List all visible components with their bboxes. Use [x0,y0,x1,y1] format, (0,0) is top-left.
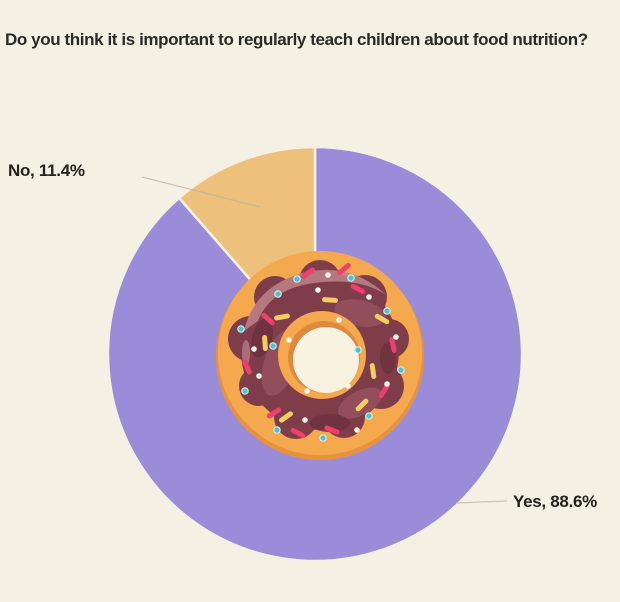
slice-label-no: No, 11.4% [8,161,85,180]
leader-line-no [141,176,261,208]
slice-label-yes: Yes, 88.6% [513,492,597,511]
sprinkles-teal [237,274,405,442]
donut-illustration [216,251,424,460]
leader-line-yes [455,500,508,504]
sprinkles-pink [242,262,397,439]
sprinkles-white [251,272,399,433]
chart-title: Do you think it is important to regularl… [5,30,588,49]
sprinkles-yellow [262,297,390,423]
